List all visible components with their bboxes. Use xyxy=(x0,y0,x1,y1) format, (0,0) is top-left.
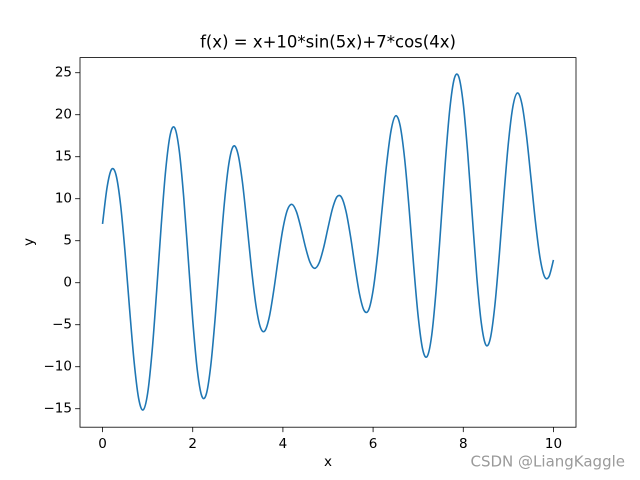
y-tick-label: 5 xyxy=(63,233,72,249)
y-tick-label: 15 xyxy=(55,149,72,165)
y-tick-label: 10 xyxy=(55,191,72,207)
x-tick-label: 2 xyxy=(188,436,197,452)
x-tick-label: 10 xyxy=(545,436,562,452)
y-tick-label: −5 xyxy=(52,317,72,333)
chart-title: f(x) = x+10*sin(5x)+7*cos(4x) xyxy=(200,33,456,52)
y-tick-label: −10 xyxy=(44,359,73,375)
x-tick-label: 0 xyxy=(98,436,107,452)
y-tick-label: 20 xyxy=(55,107,72,123)
y-axis-label: y xyxy=(21,238,37,246)
x-tick-label: 8 xyxy=(459,436,468,452)
x-tick-label: 4 xyxy=(279,436,288,452)
watermark: CSDN @LiangKaggle xyxy=(471,453,625,471)
y-tick-label: −15 xyxy=(44,401,73,417)
data-line xyxy=(101,73,555,411)
y-tick-label: 0 xyxy=(63,275,72,291)
plot-frame xyxy=(79,57,577,428)
x-axis-label: x xyxy=(324,454,332,470)
x-tick-label: 6 xyxy=(369,436,378,452)
y-tick-label: 25 xyxy=(55,65,72,81)
